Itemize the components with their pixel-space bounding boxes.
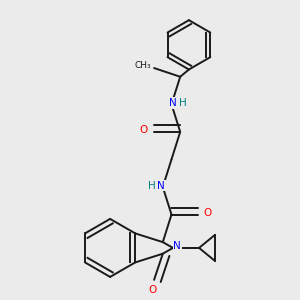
Text: N: N <box>169 98 177 108</box>
Text: CH₃: CH₃ <box>135 61 152 70</box>
Text: N: N <box>173 242 181 251</box>
Text: O: O <box>148 285 157 295</box>
Text: H: H <box>178 98 186 108</box>
Text: O: O <box>139 125 147 135</box>
Text: N: N <box>158 181 165 190</box>
Text: O: O <box>204 208 212 218</box>
Text: H: H <box>148 181 156 190</box>
